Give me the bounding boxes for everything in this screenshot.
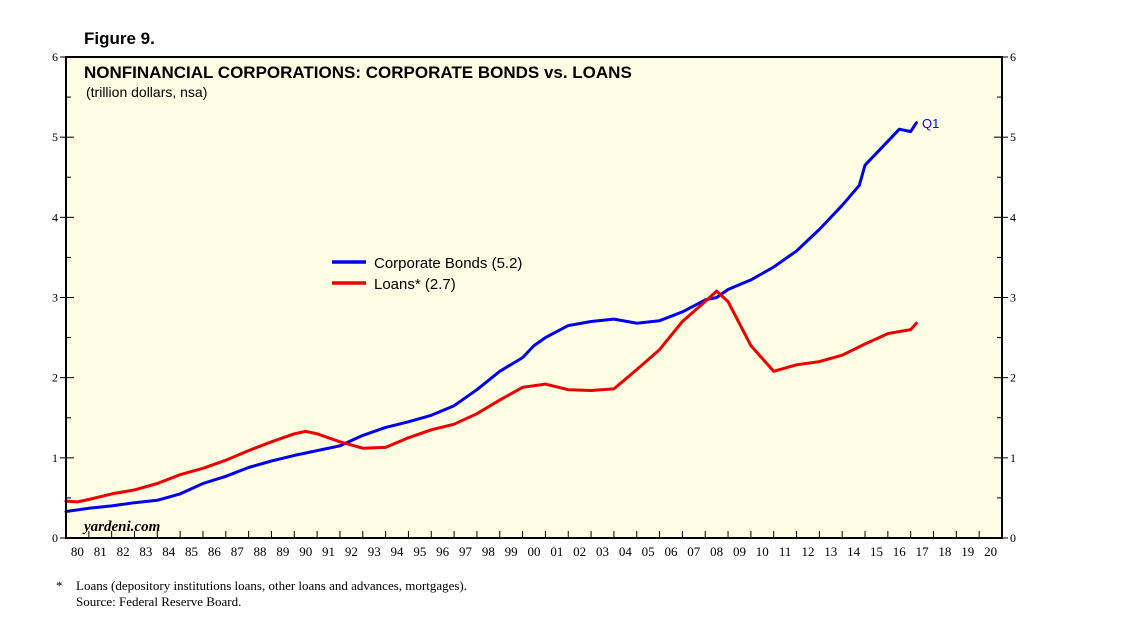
y-axis-right: 0 1 2 3 4 5 6 <box>1010 50 1016 545</box>
y-tick-label-left: 6 <box>52 50 58 64</box>
x-tick-label: 98 <box>482 544 495 559</box>
x-tick-label: 89 <box>276 544 289 559</box>
x-tick-label: 82 <box>117 544 130 559</box>
x-tick-label: 81 <box>94 544 107 559</box>
x-axis: 80 81 82 83 84 85 86 87 88 89 90 91 92 93 94 95 96 97 98 99… <box>71 544 997 559</box>
y-tick-label-left: 1 <box>52 451 58 465</box>
y-tick-label-left: 5 <box>52 130 58 144</box>
chart-subtitle: (trillion dollars, nsa) <box>86 84 207 100</box>
x-tick-label: 17 <box>916 544 930 559</box>
y-tick-label-left: 3 <box>52 291 58 305</box>
y-tick-label-right: 4 <box>1010 210 1016 224</box>
chart-title: NONFINANCIAL CORPORATIONS: CORPORATE BON… <box>84 63 632 82</box>
x-tick-label: 83 <box>139 544 152 559</box>
x-tick-label: 14 <box>847 544 861 559</box>
source-text: Source: Federal Reserve Board. <box>76 594 241 609</box>
x-tick-label: 08 <box>710 544 723 559</box>
x-tick-label: 12 <box>801 544 814 559</box>
x-tick-label: 91 <box>322 544 335 559</box>
x-tick-label: 01 <box>550 544 563 559</box>
x-tick-label: 16 <box>893 544 907 559</box>
y-tick-label-right: 2 <box>1010 371 1016 385</box>
x-tick-label: 97 <box>459 544 473 559</box>
y-tick-label-left: 0 <box>52 531 58 545</box>
x-tick-label: 07 <box>687 544 701 559</box>
x-tick-label: 86 <box>208 544 222 559</box>
x-tick-label: 11 <box>779 544 792 559</box>
x-tick-label: 02 <box>573 544 586 559</box>
x-tick-label: 99 <box>505 544 518 559</box>
x-tick-label: 18 <box>938 544 951 559</box>
legend: Corporate Bonds (5.2) Loans* (2.7) <box>332 255 522 293</box>
x-tick-label: 84 <box>162 544 176 559</box>
x-tick-label: 05 <box>642 544 655 559</box>
x-tick-label: 94 <box>391 544 405 559</box>
x-tick-label: 90 <box>299 544 312 559</box>
legend-label-bonds: Corporate Bonds (5.2) <box>374 255 522 272</box>
series-line-loans <box>64 289 918 504</box>
y-tick-label-left: 2 <box>52 371 58 385</box>
footnote-text: Loans (depository institutions loans, ot… <box>76 578 467 593</box>
x-tick-label: 88 <box>254 544 267 559</box>
x-tick-label: 87 <box>231 544 245 559</box>
x-tick-label: 92 <box>345 544 358 559</box>
watermark: yardeni.com <box>82 519 160 535</box>
x-tick-label: 96 <box>436 544 450 559</box>
y-tick-label-right: 6 <box>1010 50 1016 64</box>
x-tick-label: 13 <box>824 544 837 559</box>
y-tick-label-right: 1 <box>1010 451 1016 465</box>
footnote-marker: * <box>56 578 63 593</box>
y-tick-label-right: 5 <box>1010 130 1016 144</box>
x-tick-label: 95 <box>413 544 426 559</box>
figure-label: Figure 9. <box>84 29 155 48</box>
end-annotation: Q1 <box>922 116 939 131</box>
x-tick-label: 15 <box>870 544 883 559</box>
plot-border <box>65 56 1003 539</box>
series-line-bonds <box>64 121 918 513</box>
y-tick-label-right: 0 <box>1010 531 1016 545</box>
y-axis-left: 0 1 2 3 4 5 6 <box>52 50 58 545</box>
x-tick-label: 00 <box>528 544 541 559</box>
y-tick-label-right: 3 <box>1010 291 1016 305</box>
x-tick-label: 80 <box>71 544 84 559</box>
x-tick-label: 10 <box>756 544 769 559</box>
plot-area <box>66 57 1002 538</box>
series-layer <box>64 121 918 513</box>
x-tick-label: 19 <box>961 544 974 559</box>
x-tick-label: 06 <box>664 544 678 559</box>
x-tick-label: 03 <box>596 544 609 559</box>
y-tick-label-left: 4 <box>52 210 58 224</box>
x-tick-label: 04 <box>619 544 633 559</box>
x-tick-label: 09 <box>733 544 746 559</box>
x-tick-label: 85 <box>185 544 198 559</box>
x-tick-label: 93 <box>368 544 381 559</box>
legend-label-loans: Loans* (2.7) <box>374 276 456 293</box>
x-tick-label: 20 <box>984 544 997 559</box>
